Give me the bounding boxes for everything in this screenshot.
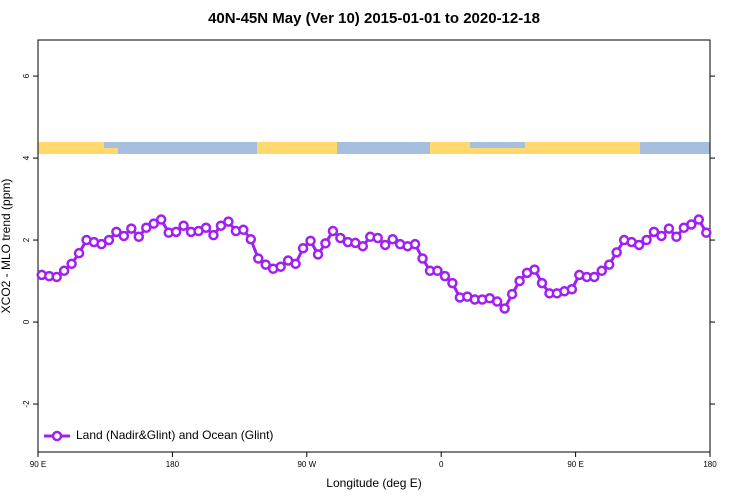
- data-point: [238, 224, 249, 236]
- data-point: [529, 264, 540, 275]
- data-point: [215, 220, 227, 231]
- data-point: [66, 258, 77, 270]
- land-band: [430, 142, 470, 154]
- data-point: [208, 229, 219, 241]
- data-point: [305, 235, 316, 247]
- data-point: [439, 270, 451, 282]
- data-point: [58, 265, 70, 277]
- data-point: [671, 231, 682, 243]
- data-point: [506, 288, 518, 300]
- x-tick-label: 0: [439, 460, 444, 469]
- data-point: [491, 296, 503, 307]
- x-tick-label: 90 E: [567, 460, 583, 469]
- data-point: [701, 227, 712, 238]
- data-point: [357, 240, 369, 252]
- chart-title: 40N-45N May (Ver 10) 2015-01-01 to 2020-…: [208, 10, 540, 27]
- data-point: [656, 230, 667, 242]
- data-point: [290, 258, 301, 270]
- data-point: [387, 233, 398, 245]
- x-tick-label: 180: [703, 460, 717, 469]
- y-tick-label: 6: [22, 73, 31, 78]
- data-point: [589, 271, 600, 283]
- data-point: [103, 234, 115, 246]
- x-axis-label: Longitude (deg E): [326, 476, 421, 490]
- x-tick-label: 90 E: [30, 460, 46, 469]
- data-point: [245, 233, 257, 245]
- data-point: [155, 214, 167, 225]
- data-point: [133, 231, 145, 243]
- data-point: [372, 232, 383, 244]
- data-point: [118, 230, 130, 242]
- data-point: [111, 226, 122, 238]
- data-point: [126, 223, 137, 234]
- land-band: [104, 148, 118, 154]
- data-point: [693, 214, 705, 225]
- data-point: [379, 239, 391, 251]
- land-ocean-strip: [38, 142, 710, 154]
- data-point: [327, 225, 339, 237]
- land-band: [470, 148, 525, 154]
- legend-marker: [51, 430, 63, 442]
- data-point: [148, 218, 159, 229]
- plot-frame: [37, 39, 711, 453]
- data-point: [260, 259, 271, 270]
- data-point: [596, 265, 607, 277]
- y-tick-label: 2: [22, 237, 31, 242]
- legend-label: Land (Nadir&Glint) and Ocean (Glint): [76, 428, 273, 442]
- data-point: [686, 219, 697, 230]
- data-point: [335, 232, 346, 244]
- data-point: [51, 271, 62, 283]
- y-tick-label: 4: [22, 155, 31, 160]
- data-point: [312, 249, 324, 260]
- land-band: [525, 142, 640, 154]
- data-point: [663, 223, 675, 234]
- land-band: [257, 142, 337, 154]
- data-point: [223, 216, 234, 227]
- data-point: [648, 226, 660, 238]
- data-point: [141, 222, 152, 234]
- x-tick-label: 180: [166, 460, 180, 469]
- data-point: [566, 283, 578, 295]
- land-band: [38, 142, 104, 154]
- data-point: [73, 247, 85, 259]
- y-tick-label: -2: [22, 400, 31, 408]
- data-point: [611, 247, 622, 258]
- data-point: [603, 259, 615, 270]
- data-point: [178, 220, 189, 231]
- data-point: [320, 238, 331, 249]
- data-point: [297, 243, 309, 254]
- data-point: [514, 275, 525, 287]
- data-point: [275, 261, 286, 272]
- x-tick-label: 90 W: [297, 460, 316, 469]
- data-point: [499, 303, 510, 314]
- data-point: [253, 253, 264, 264]
- data-point: [432, 265, 443, 277]
- y-tick-label: 0: [22, 319, 31, 324]
- data-point: [633, 239, 645, 251]
- data-point: [200, 222, 212, 234]
- data-point: [417, 253, 428, 264]
- data-point: [96, 238, 107, 250]
- y-axis-label: XCO2 - MLO trend (ppm): [0, 179, 13, 314]
- data-point: [170, 226, 182, 238]
- data-point: [409, 238, 421, 250]
- data-point: [641, 234, 652, 246]
- data-point: [536, 277, 548, 289]
- data-point: [447, 277, 458, 289]
